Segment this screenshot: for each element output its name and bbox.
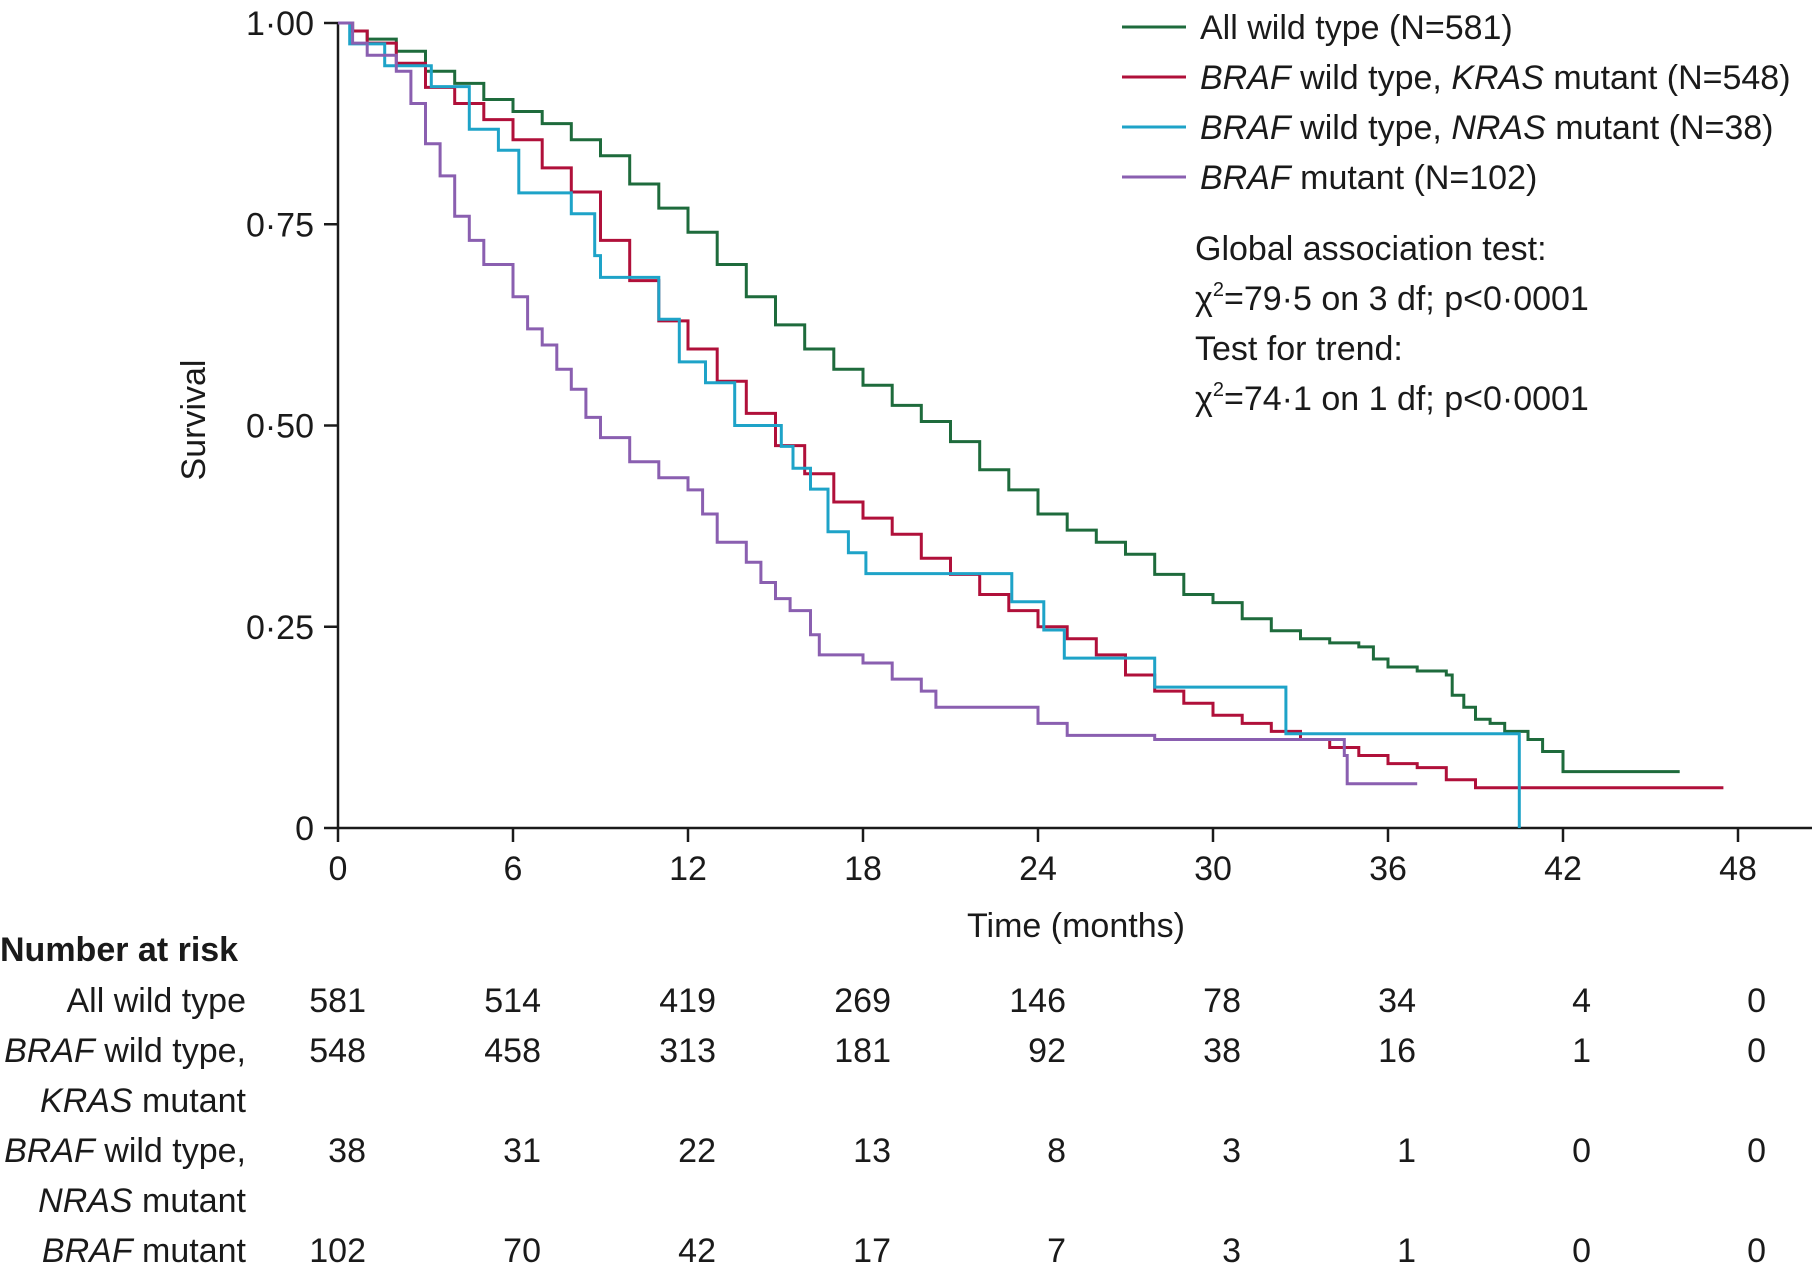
risk-row-label: KRAS mutant [40, 1082, 247, 1120]
curve-braf-wt-kras-mut [338, 21, 1724, 790]
y-tick-label: 0·25 [246, 609, 314, 647]
curve-braf-mut [338, 21, 1418, 786]
risk-value: 38 [1203, 1032, 1241, 1070]
risk-row-label: BRAF wild type, [4, 1032, 246, 1070]
risk-value: 0 [1747, 1232, 1766, 1270]
risk-value: 313 [659, 1032, 716, 1070]
risk-value: 16 [1378, 1032, 1416, 1070]
risk-value: 13 [853, 1132, 891, 1170]
y-tick-label: 0·50 [246, 408, 314, 446]
x-tick-label: 6 [504, 850, 523, 888]
risk-value: 1 [1397, 1232, 1416, 1270]
curve-all-wild-type [338, 21, 1680, 774]
risk-value: 78 [1203, 982, 1241, 1020]
risk-value: 22 [678, 1132, 716, 1170]
y-tick-label: 0 [295, 810, 314, 848]
risk-value: 42 [678, 1232, 716, 1270]
risk-value: 0 [1747, 1132, 1766, 1170]
risk-value: 0 [1747, 1032, 1766, 1070]
x-tick-label: 0 [329, 850, 348, 888]
y-tick-label: 1·00 [246, 5, 314, 43]
x-tick-label: 48 [1719, 850, 1757, 888]
stat-line: χ2=79·5 on 3 df; p<0·0001 [1195, 279, 1589, 318]
x-tick-label: 36 [1369, 850, 1407, 888]
risk-row-label: BRAF wild type, [4, 1132, 246, 1170]
risk-value: 31 [503, 1132, 541, 1170]
risk-value: 70 [503, 1232, 541, 1270]
risk-value: 269 [834, 982, 891, 1020]
risk-value: 8 [1047, 1132, 1066, 1170]
y-tick-label: 0·75 [246, 206, 314, 244]
survival-curves [338, 21, 1724, 828]
x-tick-label: 42 [1544, 850, 1582, 888]
risk-value: 548 [309, 1032, 366, 1070]
risk-row-label: BRAF mutant [42, 1232, 247, 1270]
risk-value: 1 [1397, 1132, 1416, 1170]
x-tick-label: 18 [844, 850, 882, 888]
risk-value: 102 [309, 1232, 366, 1270]
risk-value: 34 [1378, 982, 1416, 1020]
risk-value: 7 [1047, 1232, 1066, 1270]
risk-value: 146 [1009, 982, 1066, 1020]
x-tick-label: 24 [1019, 850, 1057, 888]
risk-table: Number at risk All wild type 581 514 419 269… [0, 931, 1766, 1270]
risk-value: 458 [484, 1032, 541, 1070]
curve-braf-wt-nras-mut [338, 21, 1521, 828]
risk-value: 0 [1572, 1232, 1591, 1270]
risk-value: 0 [1747, 982, 1766, 1020]
risk-value: 4 [1572, 982, 1591, 1020]
risk-value: 0 [1572, 1132, 1591, 1170]
risk-value: 514 [484, 982, 541, 1020]
y-axis-title: Survival [175, 360, 213, 481]
x-tick-label: 30 [1194, 850, 1232, 888]
risk-value: 3 [1222, 1232, 1241, 1270]
risk-value: 92 [1028, 1032, 1066, 1070]
risk-value: 1 [1572, 1032, 1591, 1070]
legend-label-braf-wt-nras-mut: BRAF wild type, NRAS mutant (N=38) [1200, 109, 1774, 147]
risk-value: 581 [309, 982, 366, 1020]
legend: All wild type (N=581) BRAF wild type, KRA… [1122, 9, 1791, 197]
risk-row-label: NRAS mutant [38, 1182, 246, 1220]
risk-value: 419 [659, 982, 716, 1020]
risk-value: 3 [1222, 1132, 1241, 1170]
statistics-annotation: Global association test: χ2=79·5 on 3 df;… [1195, 230, 1589, 418]
risk-value: 17 [853, 1232, 891, 1270]
legend-label-braf-wt-kras-mut: BRAF wild type, KRAS mutant (N=548) [1200, 59, 1791, 97]
risk-row-label: All wild type [66, 982, 246, 1020]
x-tick-label: 12 [669, 850, 707, 888]
legend-label-all-wild-type: All wild type (N=581) [1200, 9, 1513, 47]
stat-line: Test for trend: [1195, 330, 1403, 368]
axes: 0 0·25 0·50 0·75 1·00 0 6 12 18 24 30 36 42 48 [246, 5, 1812, 888]
stat-line: Global association test: [1195, 230, 1547, 268]
legend-label-braf-mut: BRAF mutant (N=102) [1200, 159, 1537, 197]
risk-value: 181 [834, 1032, 891, 1070]
stat-line: χ2=74·1 on 1 df; p<0·0001 [1195, 379, 1589, 418]
x-axis-title: Time (months) [967, 907, 1185, 945]
risk-value: 38 [328, 1132, 366, 1170]
risk-table-title: Number at risk [0, 931, 238, 969]
